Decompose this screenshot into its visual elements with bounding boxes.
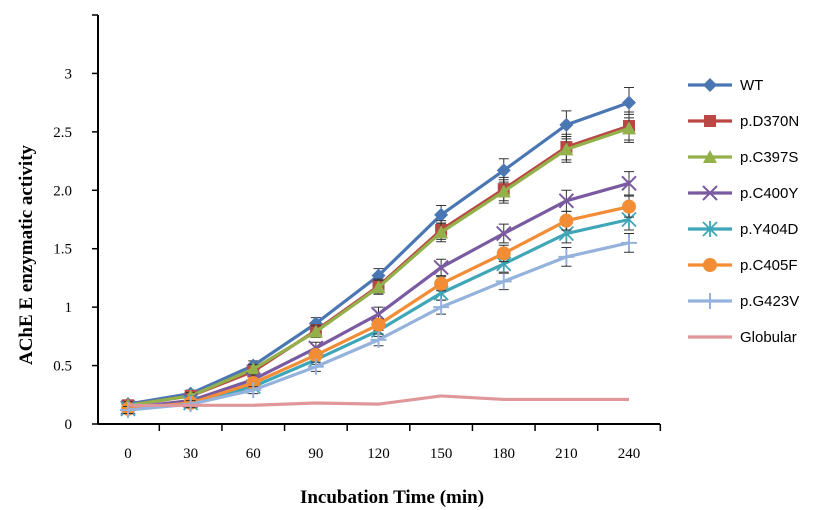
legend-label: WT (740, 77, 763, 94)
legend-label: p.D370N (740, 113, 799, 130)
x-tick-label: 240 (618, 446, 641, 462)
legend-label: p.Y404D (740, 221, 799, 238)
x-tick-label: 30 (183, 446, 198, 462)
plus-marker (621, 235, 637, 251)
circle-marker (372, 318, 386, 332)
legend-item: Globular (688, 329, 797, 346)
legend-item: WT (688, 77, 763, 94)
y-tick-label: 1 (65, 300, 73, 316)
plus-marker (558, 249, 574, 265)
x-tick-label: 180 (493, 446, 516, 462)
legend-label: p.C405F (740, 257, 798, 274)
y-axis-title: AChE E enzymatic activity (16, 144, 37, 365)
plus-marker (433, 299, 449, 315)
series-line (128, 128, 629, 405)
series-line (128, 126, 629, 405)
legend-item: p.Y404D (688, 221, 799, 238)
legend-label: p.C397S (740, 149, 798, 166)
plot-area (120, 87, 637, 418)
x-tick-label: 90 (308, 446, 323, 462)
legend-item: p.G423V (688, 293, 799, 310)
plus-marker (702, 293, 718, 309)
legend-label: p.C400Y (740, 185, 798, 202)
x-tick-label: 60 (246, 446, 261, 462)
y-tick-label: 1.5 (53, 242, 72, 258)
legend-item: p.D370N (688, 113, 799, 130)
series-p-c397s (121, 114, 636, 411)
diamond-marker (622, 96, 636, 110)
legend-label: p.G423V (740, 293, 799, 310)
x-axis-title: Incubation Time (min) (300, 487, 484, 508)
circle-marker (622, 200, 636, 214)
legend-item: p.C400Y (688, 185, 798, 202)
x-tick-label: 120 (367, 446, 390, 462)
circle-marker (497, 246, 511, 260)
series-line (128, 183, 629, 407)
legend-item: p.C405F (688, 257, 798, 274)
legend: WT p.D370N p.C397S p.C400Y p.Y404D p.C405F p.G… (688, 77, 799, 346)
y-tick-label: 3 (65, 66, 73, 82)
circle-marker (434, 277, 448, 291)
series-p-c405f (121, 196, 636, 416)
y-tick-label: 0 (65, 417, 73, 433)
y-tick-label: 0.5 (53, 359, 72, 375)
series-wt (121, 87, 636, 411)
x-tick-label: 0 (124, 446, 132, 462)
legend-label: Globular (740, 329, 797, 346)
x-tick-label: 210 (555, 446, 578, 462)
plus-marker (496, 273, 512, 289)
circle-marker (703, 258, 717, 272)
series-line (128, 103, 629, 404)
legend-item: p.C397S (688, 149, 798, 166)
y-tick-label: 2.5 (53, 125, 72, 141)
square-marker (704, 115, 716, 127)
circle-marker (559, 214, 573, 228)
diamond-marker (703, 78, 717, 92)
y-tick-label: 2.0 (53, 183, 72, 199)
x-tick-label: 150 (430, 446, 453, 462)
axes: 00.511.52.02.530 30 60 90 120 150 180 210 240 (53, 15, 660, 462)
